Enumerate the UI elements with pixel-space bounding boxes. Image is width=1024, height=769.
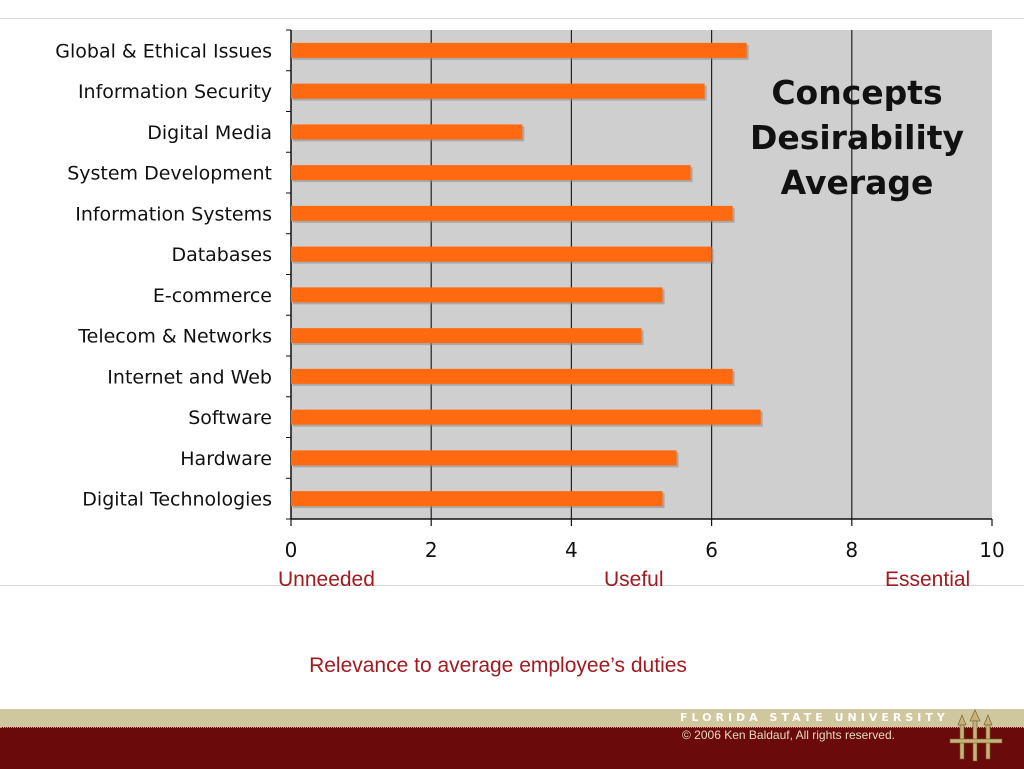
chart-title-line: Desirability: [750, 118, 964, 157]
bar: [291, 287, 663, 303]
torch-logo-icon: [949, 709, 1003, 762]
x-tick-label: 2: [425, 538, 438, 562]
scale-label-useful: Useful: [604, 568, 664, 591]
bar: [291, 165, 691, 181]
bar-chart: Global & Ethical Issues Information Secur…: [55, 29, 1005, 562]
x-tick-label: 6: [705, 538, 718, 562]
bar: [291, 409, 761, 425]
x-axis-caption: Relevance to average employee’s duties: [309, 654, 687, 677]
footer-band-light: [0, 709, 1024, 727]
x-tick-label: 0: [285, 538, 298, 562]
chart-title-line: Concepts: [771, 73, 942, 112]
category-label: Hardware: [180, 448, 272, 470]
category-label: System Development: [67, 163, 272, 185]
bar: [291, 450, 677, 466]
category-label: Internet and Web: [107, 366, 272, 388]
bar: [291, 368, 733, 384]
category-label: Information Systems: [75, 203, 272, 225]
category-label: Digital Technologies: [82, 489, 272, 511]
bar: [291, 328, 642, 344]
category-label: Telecom & Networks: [77, 326, 272, 348]
category-label: Software: [188, 407, 272, 429]
scale-label-essential: Essential: [885, 568, 971, 591]
bar: [291, 42, 747, 58]
category-label: E-commerce: [153, 285, 272, 307]
university-name: FLORIDA STATE UNIVERSITY: [680, 711, 949, 724]
chart-frame: Global & Ethical Issues Information Secur…: [0, 18, 1024, 586]
x-tick-label: 4: [565, 538, 578, 562]
x-tick-label: 10: [979, 538, 1004, 562]
category-label: Databases: [171, 244, 272, 266]
copyright-notice: © 2006 Ken Baldauf, All rights reserved.: [682, 728, 895, 742]
category-label: Information Security: [78, 81, 272, 103]
bar: [291, 124, 523, 140]
chart-title-line: Average: [781, 163, 934, 202]
category-label: Global & Ethical Issues: [55, 40, 272, 62]
plot-area: [291, 30, 992, 519]
bar: [291, 246, 712, 262]
category-label: Digital Media: [147, 122, 272, 144]
bar: [291, 491, 663, 507]
bar: [291, 83, 705, 99]
bar: [291, 205, 733, 221]
x-tick-label: 8: [845, 538, 858, 562]
scale-label-unneeded: Unneeded: [278, 568, 375, 591]
footer-band-dark: [0, 727, 1024, 769]
